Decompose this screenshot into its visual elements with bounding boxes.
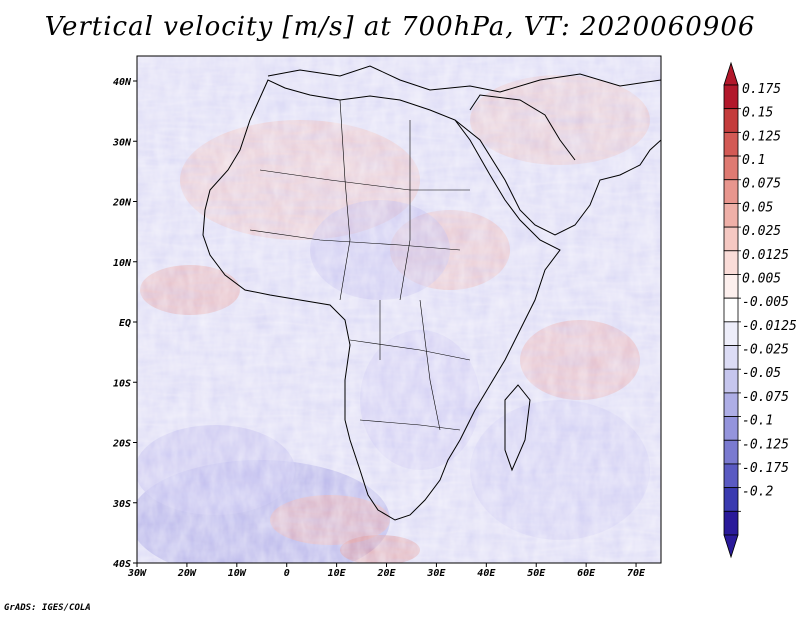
colorbar-swatch [723,155,739,181]
colorbar-label: -0.025 [742,343,789,358]
lat-tick-label: EQ [119,318,131,329]
colorbar-swatch [723,368,739,394]
colorbar-label: 0.1 [742,153,765,168]
lon-tick-label: 70E [627,568,646,579]
colorbar-swatch [723,226,739,252]
colorbar-label: 0.075 [742,177,781,192]
chart-title: Vertical velocity [m/s] at 700hPa, VT: 2… [44,12,756,42]
colorbar-label: 0.125 [742,129,781,144]
plot-frame [136,55,662,564]
colorbar-label: -0.075 [742,390,789,405]
lon-tick-label: 30W [127,568,147,579]
velocity-field [137,56,661,563]
colorbar-label: 0.175 [742,82,781,97]
credit-label: GrADS: IGES/COLA [4,603,91,613]
colorbar-swatch [723,510,739,536]
lon-tick-label: 10E [328,568,347,579]
colorbar-swatch [723,108,739,133]
lat-tick-label: 20S [112,439,131,450]
longitude-axis: 30W 20W 10W 0 10E 20E 30E 40E 50E 60E 70E [127,563,646,579]
colorbar-label: 0.025 [742,224,781,239]
lat-tick-label: 30S [112,499,131,510]
lat-tick-label: 20N [112,198,132,209]
coastlines [202,65,662,521]
lat-tick-label: 10N [113,258,132,269]
lon-tick-label: 10W [228,568,247,579]
colorbar-label: -0.2 [742,485,773,500]
lon-tick-label: 60E [577,568,596,579]
colorbar-lower-extend [723,534,739,559]
lat-tick-label: 40S [113,559,131,570]
colorbar-swatch [723,84,739,110]
latitude-axis: 40N 30N 20N 10N EQ 10S 20S 30S 40S [112,77,137,570]
colorbar-swatch [723,179,739,204]
colorbar-swatch [723,463,739,489]
lon-tick-label: 20E [376,568,396,579]
colorbar-label: -0.005 [742,295,789,310]
colorbar-swatch [723,345,739,370]
lon-tick-label: 50E [527,568,546,579]
lon-tick-label: 0 [284,568,290,579]
colorbar-label: 0.005 [742,271,781,286]
colorbar-label: -0.05 [742,366,781,381]
colorbar-swatch [723,203,739,228]
lon-tick-label: 20W [177,568,197,579]
lat-tick-label: 10S [113,378,131,389]
colorbar-swatch [723,439,739,465]
colorbar-swatch [723,321,739,346]
colorbar-swatch [723,250,739,275]
colorbar-swatch [723,392,739,417]
colorbar-swatch [723,487,739,512]
lat-tick-label: 30N [112,137,132,148]
lat-tick-label: 40N [113,77,132,88]
colorbar: 0.175 0.15 0.125 0.1 0.075 0.05 0.025 0.0125 0.0… [723,61,797,559]
colorbar-upper-extend [723,61,739,86]
colorbar-swatch [723,274,739,299]
colorbar-swatch [723,297,739,323]
country-borders [249,99,471,431]
colorbar-label: 0.05 [742,200,773,215]
colorbar-swatch [723,416,739,441]
colorbar-label: 0.0125 [742,248,789,263]
colorbar-label: -0.175 [742,461,789,476]
colorbar-swatch [723,131,739,157]
colorbar-label: 0.15 [742,106,773,121]
lon-tick-label: 40E [477,568,496,579]
colorbar-label: -0.1 [742,414,773,429]
lon-tick-label: 30E [426,568,446,579]
colorbar-label: -0.125 [742,437,789,452]
colorbar-label: -0.0125 [742,319,797,334]
